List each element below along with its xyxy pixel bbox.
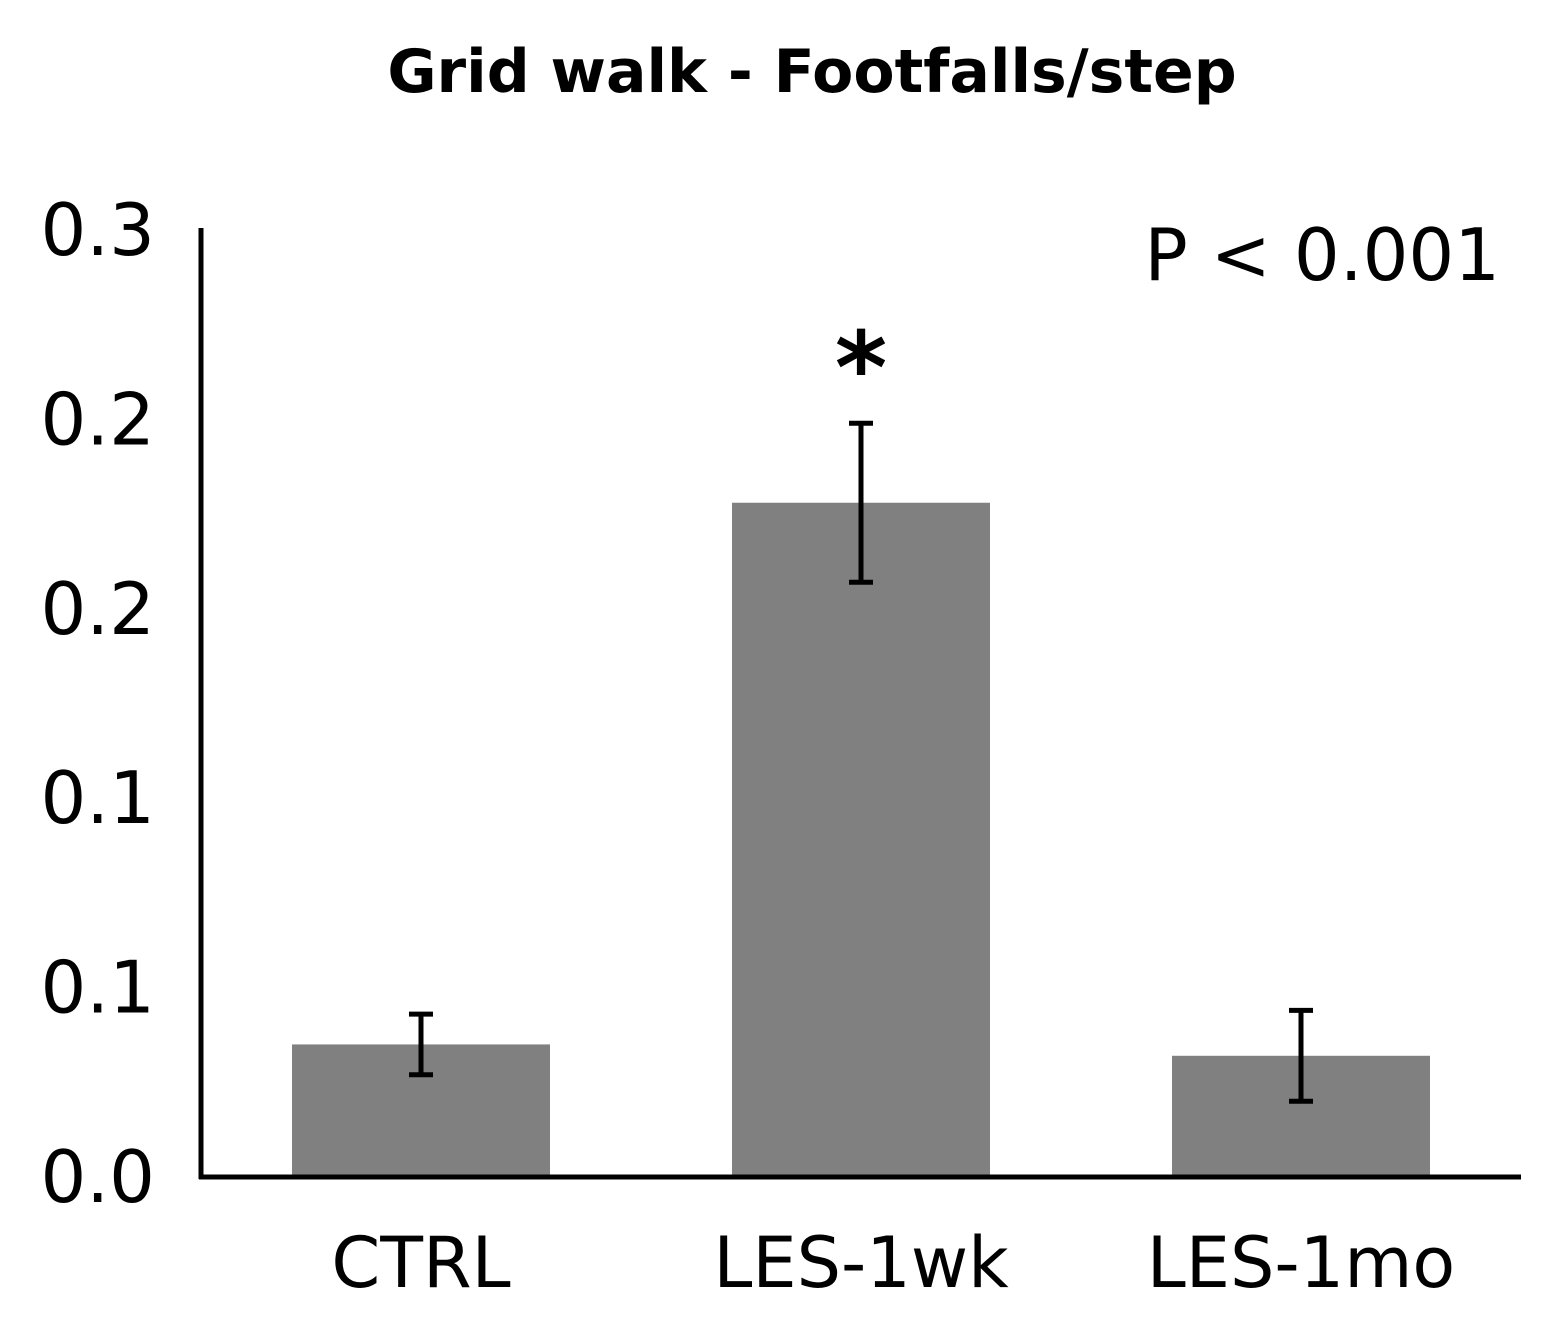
error-bar-les-1wk — [849, 420, 873, 585]
y-tick-label: 0.2 — [40, 377, 155, 461]
y-axis-ticks: 0.0 0.1 0.1 0.2 0.2 0.3 — [40, 188, 155, 1219]
x-category-label: LES-1wk — [713, 1222, 1009, 1304]
p-value-annotation: P < 0.001 — [1144, 213, 1500, 297]
error-bars — [409, 420, 1313, 1104]
significance-marker: * — [835, 310, 887, 427]
y-tick-label: 0.3 — [40, 188, 155, 272]
y-tick-label: 0.0 — [40, 1135, 155, 1219]
y-tick-label: 0.1 — [40, 946, 155, 1030]
y-tick-label: 0.2 — [40, 567, 155, 651]
x-category-label: CTRL — [331, 1222, 510, 1304]
x-category-label: LES-1mo — [1147, 1222, 1455, 1304]
x-axis-categories: CTRL LES-1wk LES-1mo — [331, 1222, 1455, 1304]
bar-les-1wk — [732, 502, 990, 1178]
bars — [292, 502, 1430, 1178]
y-tick-label: 0.1 — [40, 756, 155, 840]
chart-title: Grid walk - Footfalls/step — [387, 37, 1236, 107]
error-bar-les-1mo — [1289, 1007, 1313, 1104]
error-bar-ctrl — [409, 1011, 433, 1078]
